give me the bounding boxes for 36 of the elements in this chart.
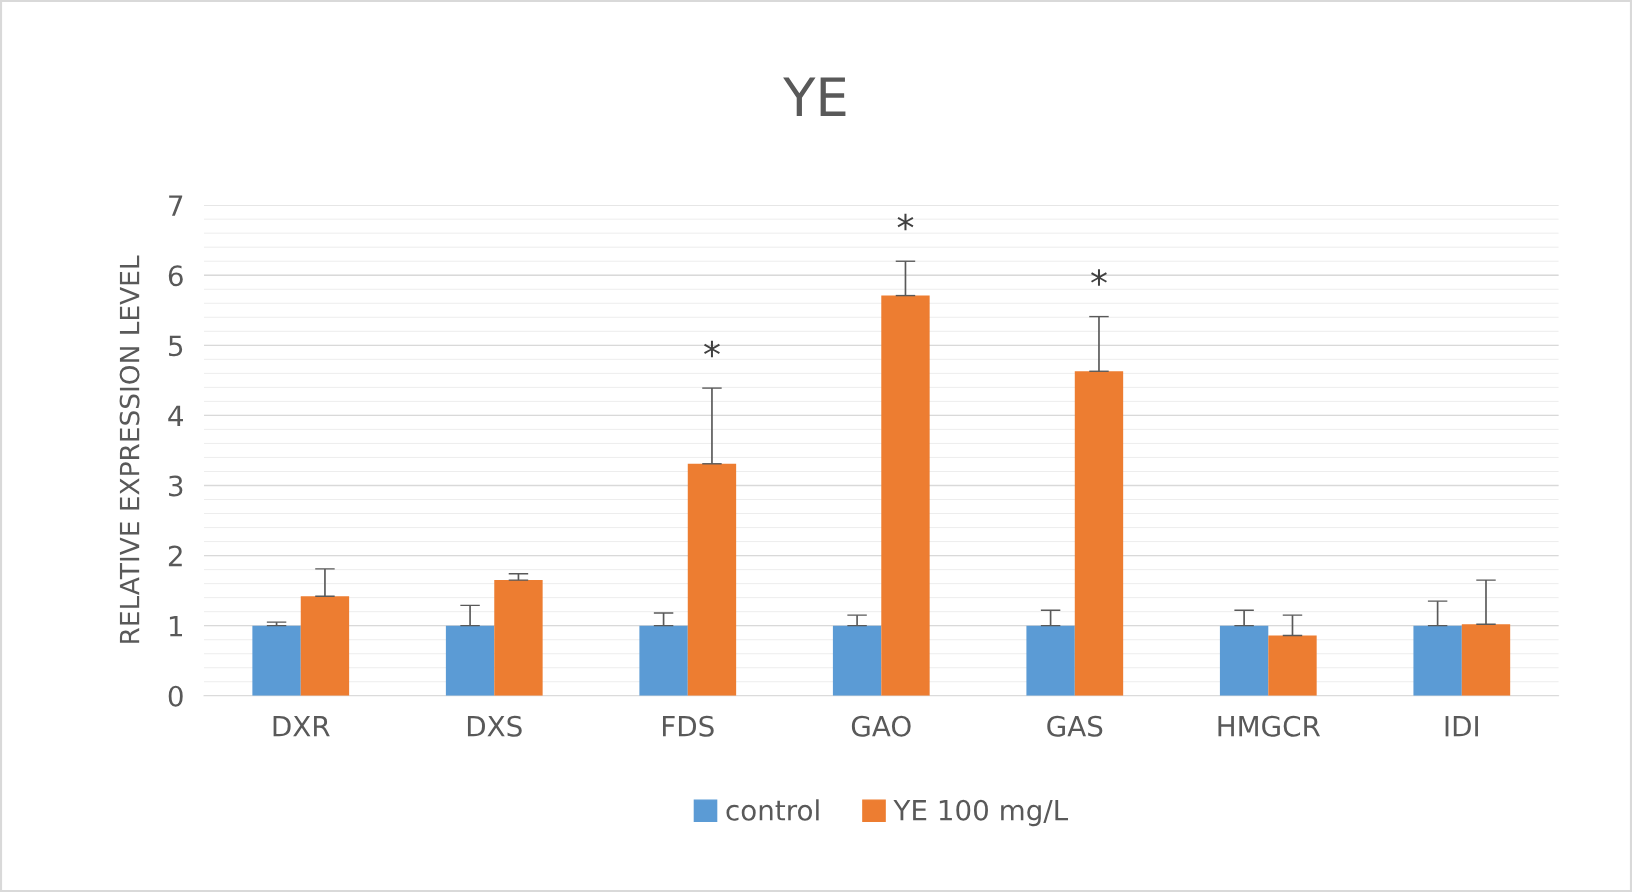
bar <box>445 625 495 696</box>
x-tick-label: GAS <box>1047 715 1103 737</box>
x-tick-label: DXS <box>467 715 522 737</box>
bar <box>494 580 543 696</box>
y-tick-label: 4 <box>168 405 183 426</box>
bar <box>1461 624 1511 696</box>
y-tick-label: 6 <box>168 265 183 287</box>
y-tick-label: 2 <box>168 545 182 567</box>
x-tick-label: IDI <box>1445 716 1478 737</box>
legend-label: YE 100 mg/L <box>893 799 1069 827</box>
bar <box>1413 625 1462 696</box>
legend-label: control <box>726 799 819 821</box>
y-tick-label: 7 <box>169 195 183 216</box>
y-tick-label: 3 <box>169 475 183 497</box>
y-tick-label: 0 <box>168 685 183 707</box>
x-tick-label: HMGCR <box>1218 715 1321 737</box>
bar <box>1268 635 1317 696</box>
bar <box>1026 625 1075 696</box>
y-axis-title: RELATIVE EXPRESSION LEVEL <box>119 255 140 643</box>
x-tick-label: FDS <box>663 715 714 737</box>
annotation: * <box>1091 269 1107 286</box>
bar <box>881 295 930 696</box>
bar <box>1219 625 1269 696</box>
bar <box>300 596 350 696</box>
bar <box>687 463 737 696</box>
x-tick-label: GAO <box>851 715 911 737</box>
annotation: * <box>897 213 914 231</box>
x-tick-label: DXR <box>273 716 330 737</box>
annotation: * <box>704 340 720 358</box>
bar <box>832 625 882 696</box>
y-tick-label: 5 <box>169 335 183 357</box>
bar <box>1074 371 1124 696</box>
bar <box>639 625 688 696</box>
chart-title: YE <box>783 77 846 116</box>
y-tick-label: 1 <box>169 615 182 637</box>
bar <box>252 625 301 696</box>
